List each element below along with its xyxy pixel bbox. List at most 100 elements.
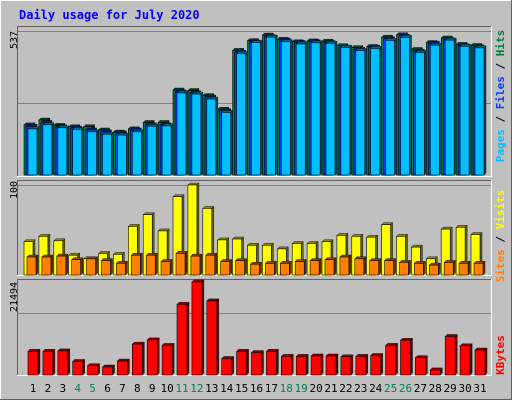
x-axis-labels: 1 2 3 4 5 6 7 8 9 10 11 12 13 14 15 16 17 18 19 20 21 22 23 24 2… [30,382,487,395]
kbytes-bar-day-8 [132,343,143,376]
pages-bar-day-10 [161,125,172,176]
sites-bar-day-1 [26,256,37,276]
sites-bar-day-29 [443,262,454,276]
kbytes-legend: KBytes [494,335,507,375]
sites-bar-day-14 [220,261,230,276]
x-label-day-4: 4 [74,382,81,395]
sites-bar-day-21 [324,259,335,276]
kbytes-bar-day-11 [176,303,188,376]
kbytes-bar-day-6 [102,366,113,376]
pages-bar-day-4 [72,129,82,176]
sites-bar-day-15-side [244,258,247,276]
pages-bar-day-18 [280,41,291,176]
kbytes-bar-day-8-side [142,341,145,376]
hits-ymax-label: 537 [9,31,20,49]
kbytes-bar-day-13-side [216,298,220,376]
kbytes-bar-day-20 [310,355,322,376]
sites-bar-day-9 [145,254,156,276]
pages-bar-day-5 [87,131,97,176]
pages-bar-day-15 [236,53,246,176]
kbytes-bar-day-12-side [201,279,205,376]
pages-bar-day-27 [415,52,425,176]
visits-legend: Sites / Visits [494,190,507,283]
sites-bar-day-12-side [199,253,203,276]
sites-bar-day-11-side [184,250,188,276]
kbytes-bar-day-21 [325,355,337,376]
x-label-day-1: 1 [30,382,37,395]
sites-bar-day-15 [235,260,245,276]
kbytes-bar-day-9-side [156,337,160,376]
kbytes-bar-day-22 [340,356,352,376]
visits-sites-series [18,182,491,276]
x-label-day-31: 31 [473,382,486,395]
pages-bar-day-10-side [170,123,174,176]
kbytes-bar-day-10-side [171,342,175,376]
visits-ymax-label: 100 [9,181,20,199]
pages-bar-day-11 [176,92,187,176]
x-label-day-21: 21 [324,382,337,395]
kbytes-bar-day-1 [27,350,39,376]
sites-bar-day-30 [458,262,469,276]
kbytes-bar-day-18 [280,356,292,376]
pages-bar-day-5-side [96,129,99,176]
kbytes-bar-day-10 [161,345,173,376]
pages-bar-day-9-side [155,123,159,176]
sites-bar-day-17 [265,262,275,276]
kbytes-ymax-label: 21494 [9,282,20,312]
sites-bar-day-26 [399,262,409,276]
sites-bar-day-4-side [80,257,83,276]
sites-bar-day-3-side [65,253,69,276]
legend-visits: Visits [494,190,507,230]
kbytes-bar-day-4 [72,361,83,376]
hits-files-pages-series [18,31,491,176]
kbytes-bar-day-12 [191,281,203,376]
hits-legend: Pages / Files / Hits [494,30,507,163]
x-label-day-16: 16 [250,382,263,395]
sites-bar-day-25 [384,260,394,276]
x-label-day-13: 13 [205,382,218,395]
sites-bar-day-28 [428,264,439,276]
x-label-day-10: 10 [160,382,173,395]
sites-bar-day-20 [309,260,320,276]
pages-bar-day-20 [310,42,321,176]
pages-bar-day-2 [42,124,53,176]
pages-bar-day-23 [355,50,366,176]
kbytes-series [18,279,491,376]
kbytes-bar-day-24 [370,355,382,376]
pages-bar-day-7 [117,134,127,176]
pages-bar-day-31 [474,47,485,176]
pages-bar-day-12-side [200,91,204,176]
pages-bar-day-13 [206,98,217,176]
legend-hits: Hits [494,30,507,57]
pages-bar-day-3-side [66,125,70,176]
kbytes-bar-day-4-side [82,358,85,376]
pages-bar-day-14-side [230,110,233,176]
sites-bar-day-8 [131,254,141,276]
kbytes-bar-day-26 [400,339,411,376]
x-label-day-6: 6 [104,382,111,395]
kbytes-bar-day-3 [57,350,69,376]
x-label-day-3: 3 [59,382,66,395]
x-label-day-11: 11 [175,382,188,395]
kbytes-bar-day-17 [266,350,277,376]
kbytes-bar-day-7 [117,360,128,376]
legend-pages: Pages [494,129,507,162]
kbytes-bar-day-25 [385,345,396,376]
pages-bar-day-29 [444,39,455,176]
x-label-day-22: 22 [339,382,352,395]
sites-bar-day-7 [116,262,126,276]
pages-bar-day-28 [429,44,440,176]
sites-bar-day-5 [86,258,96,276]
kbytes-bar-day-5-side [97,363,100,376]
sites-bar-day-6 [101,260,111,276]
x-label-day-2: 2 [45,382,52,395]
x-label-day-7: 7 [119,382,126,395]
x-label-day-29: 29 [444,382,457,395]
x-label-day-27: 27 [414,382,427,395]
pages-bar-day-6 [102,133,112,176]
sites-bar-day-22 [339,256,350,276]
sites-bar-day-31 [473,262,484,276]
sites-bar-day-16 [250,263,260,276]
